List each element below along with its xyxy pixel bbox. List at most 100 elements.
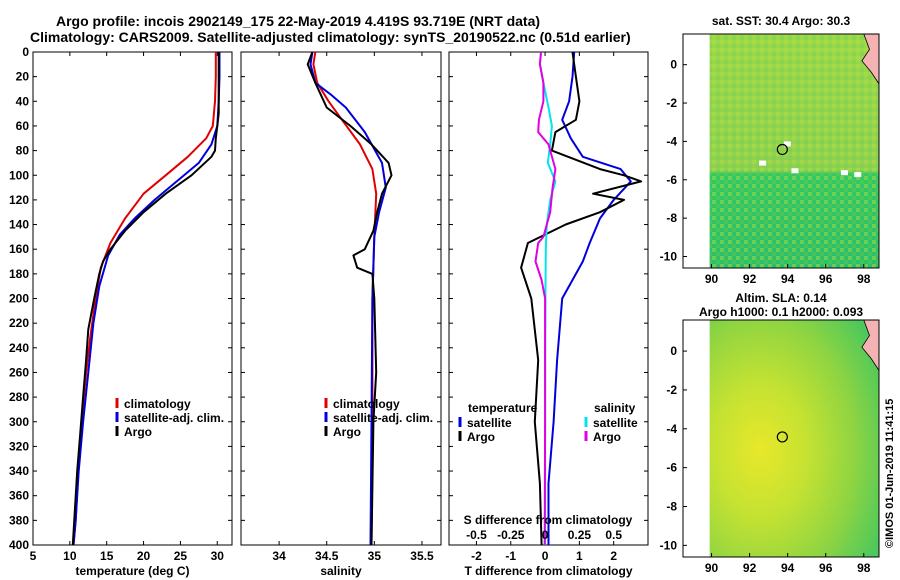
legend-label: climatology: [124, 397, 191, 411]
legend-label: climatology: [333, 397, 400, 411]
profile-panel-temperature: 0 20 40 60 80 100 120 140 160 180 200 220 240 260 280 3…: [9, 45, 233, 578]
x-tick-label: 25: [174, 549, 188, 563]
map-y-tick-label: -10: [660, 249, 678, 263]
imos-watermark: ©IMOS 01-Jun-2019 11:41:15: [884, 399, 896, 548]
map-x-tick-label: 90: [705, 272, 719, 286]
legend-label: Argo: [333, 425, 361, 439]
x-tick-label: 15: [100, 549, 114, 563]
y-tick-label: 0: [22, 45, 29, 59]
x-tick-label: 10: [63, 549, 77, 563]
y-tick-label: 160: [9, 242, 29, 256]
y-tick-label: 140: [9, 218, 29, 232]
legend-label: satellite: [467, 416, 512, 430]
missing-data-patch: [791, 168, 799, 174]
x-tick-label: -2: [471, 549, 482, 563]
map-title-line1: Altim. SLA: 0.14: [735, 291, 827, 305]
map-y-tick-label: -4: [666, 422, 677, 436]
s-diff-tick-label: 0.5: [605, 528, 622, 542]
profile-panel-salinity: 34 34.5 35 35.5 salinity climatologysatellite…: [240, 51, 442, 578]
x-axis-label: T difference from climatology: [464, 564, 632, 578]
y-tick-label: 80: [16, 144, 30, 158]
x-tick-label: 35: [368, 549, 382, 563]
argo-location-marker: [776, 143, 788, 156]
missing-data-patch: [783, 141, 791, 147]
map-y-tick-label: 0: [670, 344, 677, 358]
legend-label: satellite-adj. clim.: [333, 411, 433, 425]
y-tick-label: 120: [9, 193, 29, 207]
y-tick-label: 180: [9, 267, 29, 281]
y-tick-label: 100: [9, 168, 29, 182]
map-x-tick-label: 94: [781, 561, 795, 575]
map-field: [709, 320, 879, 557]
x-tick-label: 1: [576, 549, 583, 563]
legend-label: Argo: [593, 430, 621, 444]
x-tick-label: 2: [610, 549, 617, 563]
map-x-tick-label: 96: [819, 561, 833, 575]
y-tick-label: 220: [9, 316, 29, 330]
map-title-line2: Argo h1000: 0.1 h2000: 0.093: [699, 305, 863, 319]
map-title: sat. SST: 30.4 Argo: 30.3: [712, 14, 851, 28]
series-line-argo: [306, 51, 393, 546]
x-tick-label: -1: [505, 549, 516, 563]
map-y-tick-label: -4: [666, 134, 677, 148]
legend-label: satellite: [593, 416, 638, 430]
map-y-tick-label: -8: [666, 499, 677, 513]
x-tick-label: 20: [137, 549, 151, 563]
x-tick-label: 35.5: [410, 549, 434, 563]
map-y-tick-label: -8: [666, 211, 677, 225]
series-line-s-argo: [534, 51, 557, 546]
argo-location-marker: [776, 431, 788, 443]
x-tick-label: 30: [211, 549, 225, 563]
s-diff-axis-label: S difference from climatology: [464, 513, 633, 527]
map-x-tick-label: 96: [819, 272, 833, 286]
s-diff-tick-label: 0.25: [568, 528, 592, 542]
y-tick-label: 60: [16, 119, 30, 133]
s-diff-tick-label: 0: [542, 528, 549, 542]
map-y-tick-label: -2: [666, 383, 677, 397]
missing-data-patch: [840, 170, 848, 176]
legend-title-temperature: temperature: [468, 401, 538, 415]
y-tick-label: 260: [9, 365, 29, 379]
legend-label: satellite-adj. clim.: [124, 411, 224, 425]
map-x-tick-label: 92: [743, 561, 757, 575]
map-y-tick-label: -10: [660, 538, 678, 552]
x-axis-label: salinity: [320, 564, 362, 578]
map-y-tick-label: -6: [666, 173, 677, 187]
map-x-tick-label: 98: [857, 272, 871, 286]
s-diff-tick-label: -0.25: [497, 528, 525, 542]
y-tick-label: 200: [9, 292, 29, 306]
map-field-texture: [709, 34, 879, 268]
map-y-tick-label: 0: [670, 58, 677, 72]
map-x-tick-label: 98: [857, 561, 871, 575]
map-x-tick-label: 92: [743, 272, 757, 286]
figure-title-line2: Climatology: CARS2009. Satellite-adjuste…: [30, 29, 631, 45]
missing-data-patch: [854, 172, 862, 178]
y-tick-label: 20: [16, 70, 30, 84]
x-axis-label: temperature (deg C): [75, 564, 189, 578]
map-border: [682, 33, 880, 269]
missing-data-patch: [759, 160, 767, 166]
legend-label: Argo: [467, 430, 495, 444]
y-tick-label: 240: [9, 341, 29, 355]
figure-title-line1: Argo profile: incois 2902149_175 22-May-…: [56, 13, 541, 29]
y-tick-label: 280: [9, 390, 29, 404]
y-tick-label: 400: [9, 538, 29, 552]
map-panel-sla: 90 92 94 96 98 0 -2 -4 -6 -8 -10 Altim. SLA: 0.14Ar…: [660, 291, 880, 575]
y-tick-label: 380: [9, 513, 29, 527]
map-panel-sst: 90 92 94 96 98 0 -2 -4 -6 -8 -10 sat. SST: 30.4 Arg…: [660, 14, 880, 286]
plot-frame: [32, 51, 233, 546]
series-line-argo: [71, 52, 220, 546]
x-tick-label: 34.5: [315, 549, 339, 563]
y-tick-label: 340: [9, 464, 29, 478]
map-x-tick-label: 90: [705, 561, 719, 575]
y-tick-label: 300: [9, 415, 29, 429]
legend-title-salinity: salinity: [594, 401, 636, 415]
y-tick-label: 360: [9, 489, 29, 503]
y-tick-label: 40: [16, 94, 30, 108]
map-y-tick-label: -2: [666, 96, 677, 110]
profile-panel-difference: -2 -1 0 1 2T difference from climatology temp…: [448, 51, 649, 578]
legend-label: Argo: [124, 425, 152, 439]
map-y-tick-label: -6: [666, 461, 677, 475]
x-tick-label: 34: [272, 549, 286, 563]
x-tick-label: 0: [542, 549, 549, 563]
